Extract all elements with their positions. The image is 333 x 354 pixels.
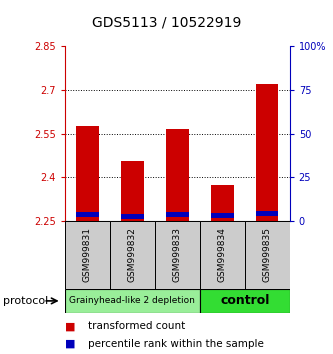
Text: ■: ■: [65, 321, 76, 331]
Bar: [76, 212, 99, 217]
Bar: [65, 289, 200, 313]
Text: GDS5113 / 10522919: GDS5113 / 10522919: [92, 16, 241, 30]
Bar: [245, 221, 290, 289]
Bar: [76, 126, 99, 221]
Text: Grainyhead-like 2 depletion: Grainyhead-like 2 depletion: [69, 296, 195, 306]
Bar: [110, 221, 155, 289]
Text: ■: ■: [65, 339, 76, 349]
Bar: [256, 84, 278, 221]
Bar: [166, 129, 188, 221]
Text: GSM999833: GSM999833: [173, 227, 182, 282]
Text: GSM999831: GSM999831: [83, 227, 92, 282]
Bar: [155, 221, 200, 289]
Bar: [200, 289, 290, 313]
Text: percentile rank within the sample: percentile rank within the sample: [88, 339, 264, 349]
Bar: [121, 214, 144, 219]
Bar: [65, 221, 110, 289]
Text: GSM999835: GSM999835: [263, 227, 272, 282]
Text: transformed count: transformed count: [88, 321, 185, 331]
Bar: [256, 211, 278, 216]
Text: protocol: protocol: [3, 296, 49, 306]
Bar: [200, 221, 245, 289]
Bar: [211, 213, 233, 218]
Bar: [121, 161, 144, 221]
Bar: [211, 185, 233, 221]
Text: GSM999832: GSM999832: [128, 227, 137, 282]
Text: GSM999834: GSM999834: [218, 227, 227, 282]
Bar: [166, 212, 188, 217]
Text: control: control: [220, 295, 269, 307]
